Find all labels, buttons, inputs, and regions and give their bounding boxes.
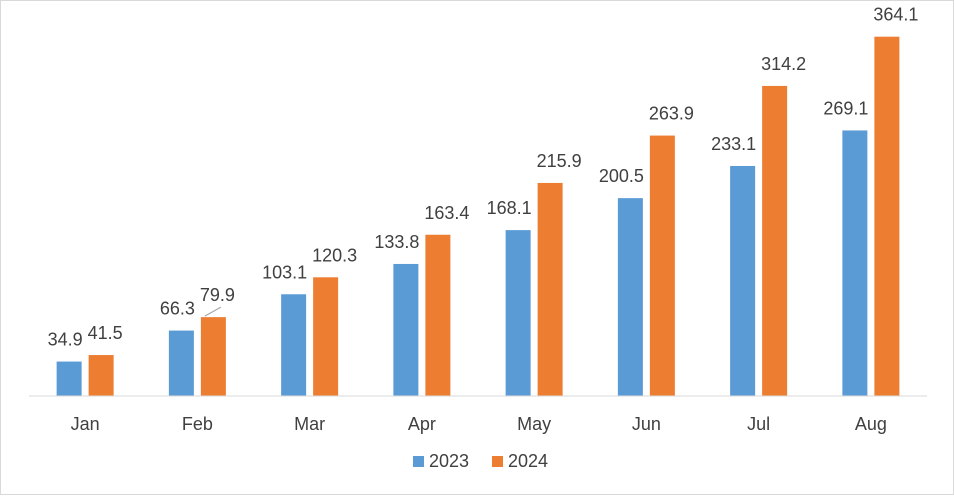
data-label-2024-jan: 41.5 — [88, 323, 123, 343]
x-tick-label-may: May — [517, 414, 551, 434]
bar-2023-may — [505, 230, 531, 396]
legend: 2023 2024 — [413, 451, 548, 471]
bar-2024-jun — [649, 135, 675, 396]
data-label-2024-jul: 314.2 — [761, 54, 806, 74]
legend-label-2023: 2023 — [429, 451, 469, 471]
data-label-2024-mar: 120.3 — [312, 245, 357, 265]
data-label-2024-feb: 79.9 — [200, 285, 235, 305]
x-tick-label-jun: Jun — [632, 414, 661, 434]
data-label-2023-jan: 34.9 — [48, 330, 83, 350]
data-label-2023-may: 168.1 — [487, 198, 532, 218]
bar-2024-aug — [874, 36, 900, 396]
legend-swatch-2023 — [413, 456, 424, 467]
bar-2023-aug — [842, 130, 868, 396]
bar-2024-feb — [200, 317, 226, 396]
data-label-2024-aug: 364.1 — [873, 5, 918, 25]
x-tick-labels: Jan Feb Mar Apr May Jun Jul Aug — [71, 414, 887, 434]
bar-2023-jul — [730, 165, 756, 396]
data-label-2024-apr: 163.4 — [424, 203, 469, 223]
bar-2023-jan — [56, 361, 82, 396]
legend-label-2024: 2024 — [508, 451, 548, 471]
bar-2023-jun — [617, 198, 643, 396]
bars-layer — [56, 36, 900, 397]
data-label-2023-jun: 200.5 — [599, 166, 644, 186]
bar-2024-jan — [88, 355, 114, 396]
data-label-2023-feb: 66.3 — [160, 299, 195, 319]
data-label-2024-jun: 263.9 — [649, 104, 694, 124]
x-tick-label-mar: Mar — [294, 414, 325, 434]
x-tick-label-jan: Jan — [71, 414, 100, 434]
bar-2024-mar — [313, 277, 339, 396]
bar-2023-mar — [281, 294, 307, 396]
data-label-2023-jul: 233.1 — [711, 134, 756, 154]
legend-swatch-2024 — [492, 456, 503, 467]
x-tick-label-feb: Feb — [182, 414, 213, 434]
bar-2023-apr — [393, 263, 419, 396]
data-label-2024-may: 215.9 — [537, 151, 582, 171]
bar-2024-may — [537, 182, 563, 396]
data-label-2023-apr: 133.8 — [374, 232, 419, 252]
x-tick-label-aug: Aug — [855, 414, 887, 434]
x-tick-label-jul: Jul — [747, 414, 770, 434]
bar-2024-jul — [762, 85, 788, 397]
leader-line-2024-feb — [204, 306, 222, 317]
data-label-2023-mar: 103.1 — [262, 262, 307, 282]
bar-2023-feb — [168, 330, 194, 396]
data-label-2023-aug: 269.1 — [823, 98, 868, 118]
x-tick-label-apr: Apr — [408, 414, 436, 434]
bar-2024-apr — [425, 234, 451, 396]
